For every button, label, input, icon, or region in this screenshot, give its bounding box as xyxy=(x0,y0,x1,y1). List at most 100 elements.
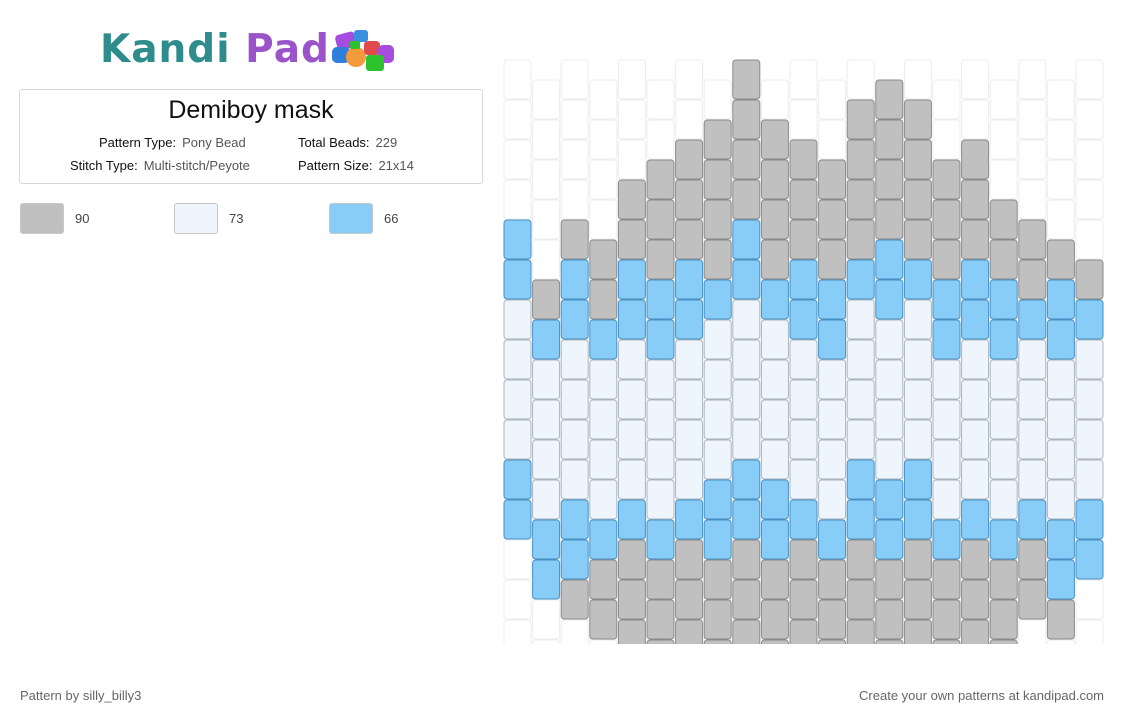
empty-bead-cell xyxy=(989,119,1018,160)
bead xyxy=(760,119,789,160)
empty-bead-cell xyxy=(560,139,589,180)
bead xyxy=(1075,419,1104,460)
bead xyxy=(961,219,990,260)
bead xyxy=(789,299,818,340)
empty-bead-cell xyxy=(503,179,532,220)
bead xyxy=(732,579,761,620)
bead xyxy=(846,459,875,500)
empty-bead-cell xyxy=(503,619,532,644)
color-count-light-blue: 66 xyxy=(384,211,399,226)
empty-bead-cell xyxy=(846,59,875,100)
bead xyxy=(532,359,561,400)
bead xyxy=(617,299,646,340)
bead xyxy=(732,419,761,460)
pattern-type: Pattern Type: Pony Bead xyxy=(99,135,246,150)
kandipad-link[interactable]: Create your own patterns at kandipad.com xyxy=(859,688,1104,703)
empty-bead-cell xyxy=(989,79,1018,120)
bead xyxy=(818,519,847,560)
bead xyxy=(961,579,990,620)
bead xyxy=(989,599,1018,640)
bead xyxy=(703,559,732,600)
empty-bead-cell xyxy=(503,59,532,100)
bead xyxy=(703,239,732,280)
bead xyxy=(760,199,789,240)
bead xyxy=(646,599,675,640)
empty-bead-cell xyxy=(589,639,618,644)
bead xyxy=(503,379,532,420)
bead xyxy=(875,279,904,320)
bead xyxy=(617,379,646,420)
bead xyxy=(989,439,1018,480)
bead xyxy=(589,359,618,400)
empty-bead-cell xyxy=(1018,99,1047,140)
bead xyxy=(675,579,704,620)
bead xyxy=(789,579,818,620)
color-swatch-light-blue[interactable] xyxy=(329,203,373,234)
bead xyxy=(1018,299,1047,340)
bead xyxy=(589,439,618,480)
bead xyxy=(760,599,789,640)
bead xyxy=(732,219,761,260)
bead xyxy=(789,219,818,260)
bead xyxy=(732,139,761,180)
bead xyxy=(646,439,675,480)
bead xyxy=(760,439,789,480)
bead xyxy=(875,359,904,400)
empty-bead-cell xyxy=(503,579,532,620)
bead xyxy=(903,299,932,340)
bead xyxy=(989,239,1018,280)
bead xyxy=(703,359,732,400)
empty-bead-cell xyxy=(589,119,618,160)
bead xyxy=(903,499,932,540)
bead xyxy=(732,619,761,644)
bead xyxy=(703,599,732,640)
empty-bead-cell xyxy=(532,199,561,240)
bead xyxy=(989,359,1018,400)
kandi-pad-logo[interactable]: Kandi Pad xyxy=(100,26,410,76)
bead xyxy=(789,459,818,500)
empty-bead-cell xyxy=(1075,99,1104,140)
empty-bead-cell xyxy=(503,539,532,580)
color-swatch-white[interactable] xyxy=(174,203,218,234)
bead xyxy=(818,479,847,520)
bead xyxy=(646,519,675,560)
bead xyxy=(732,339,761,380)
bead xyxy=(532,319,561,360)
bead xyxy=(760,319,789,360)
bead xyxy=(961,499,990,540)
bead xyxy=(903,579,932,620)
bead xyxy=(703,639,732,644)
bead xyxy=(703,519,732,560)
bead xyxy=(560,459,589,500)
bead xyxy=(760,239,789,280)
bead xyxy=(903,379,932,420)
bead xyxy=(1075,459,1104,500)
bead xyxy=(875,319,904,360)
empty-bead-cell xyxy=(1075,179,1104,220)
empty-bead-cell xyxy=(675,59,704,100)
bead xyxy=(961,259,990,300)
bead xyxy=(560,579,589,620)
bead xyxy=(875,639,904,644)
bead xyxy=(1046,399,1075,440)
bead xyxy=(818,599,847,640)
bead xyxy=(875,559,904,600)
bead xyxy=(846,99,875,140)
bead xyxy=(703,439,732,480)
empty-bead-cell xyxy=(818,119,847,160)
empty-bead-cell xyxy=(1018,179,1047,220)
empty-bead-cell xyxy=(789,59,818,100)
empty-bead-cell xyxy=(1046,639,1075,644)
empty-bead-cell xyxy=(560,59,589,100)
color-swatch-gray[interactable] xyxy=(20,203,64,234)
bead xyxy=(675,219,704,260)
bead xyxy=(875,599,904,640)
bead xyxy=(503,499,532,540)
bead-pile-icon xyxy=(332,30,394,71)
bead xyxy=(503,459,532,500)
empty-bead-cell xyxy=(532,159,561,200)
bead xyxy=(732,259,761,300)
bead xyxy=(675,139,704,180)
bead xyxy=(646,479,675,520)
empty-bead-cell xyxy=(646,119,675,160)
